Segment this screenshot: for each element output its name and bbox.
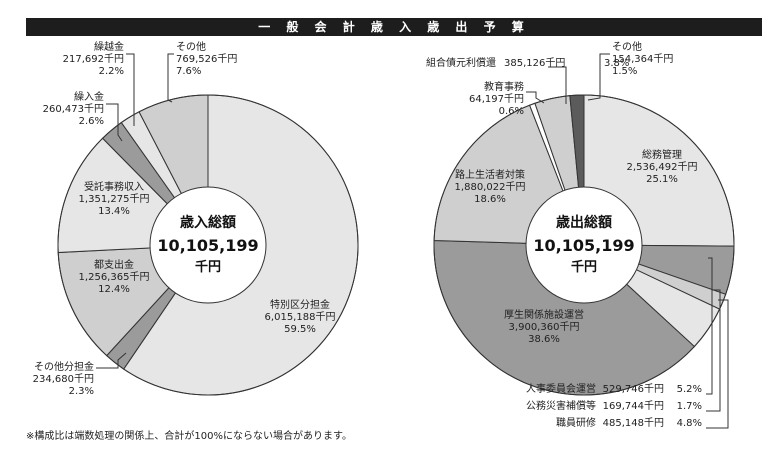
label-expenditure-7-leader bbox=[548, 66, 567, 104]
label-expenditure-1-share: 5.2% bbox=[677, 384, 702, 395]
label-revenue-5-leader bbox=[126, 53, 135, 126]
center-label-0: 歳出総額 bbox=[556, 214, 612, 231]
label-revenue-1-amount: 234,680千円 bbox=[33, 373, 94, 385]
label-expenditure-0-amount: 2,536,492千円 bbox=[627, 161, 698, 173]
label-revenue-1-name: その他分担金 bbox=[34, 360, 94, 373]
label-revenue-6-amount: 769,526千円 bbox=[176, 53, 237, 65]
label-revenue-4-name: 繰入金 bbox=[74, 90, 104, 103]
pie-center-hole bbox=[149, 186, 267, 304]
label-revenue-0-amount: 6,015,188千円 bbox=[265, 311, 336, 323]
label-revenue-3-share: 13.4% bbox=[98, 206, 130, 217]
label-expenditure-7-amount: 385,126千円 bbox=[504, 57, 565, 69]
label-revenue-2-name: 都支出金 bbox=[94, 258, 134, 271]
label-expenditure-5-name: 路上生活者対策 bbox=[455, 168, 525, 181]
label-expenditure-0-name: 総務管理 bbox=[642, 148, 682, 161]
center-label-1: 10,105,199 bbox=[157, 236, 258, 255]
label-expenditure-1-name: 人事委員会運営 bbox=[526, 382, 596, 395]
page-title: 一 般 会 計 歳 入 歳 出 予 算 bbox=[258, 20, 530, 34]
label-revenue-1-leader bbox=[96, 352, 127, 369]
label-revenue-5-name: 繰越金 bbox=[94, 40, 124, 53]
label-expenditure-8-amount: 154,364千円 bbox=[612, 53, 673, 65]
label-revenue-5-amount: 217,692千円 bbox=[63, 53, 124, 65]
label-revenue-0-share: 59.5% bbox=[284, 324, 316, 335]
revenue-pie-chart: 歳入総額 10,105,199 千円 bbox=[57, 94, 359, 396]
label-revenue-2-amount: 1,256,365千円 bbox=[79, 271, 150, 283]
label-expenditure-6-share: 0.6% bbox=[499, 106, 524, 117]
label-revenue-6-name: その他 bbox=[176, 40, 206, 53]
expenditure-pie-chart: 歳出総額 10,105,199 千円 bbox=[433, 94, 735, 396]
pie-center-hole bbox=[525, 186, 643, 304]
label-expenditure-5-amount: 1,880,022千円 bbox=[455, 181, 526, 193]
center-label-2: 千円 bbox=[571, 259, 597, 275]
label-expenditure-3-amount: 485,148千円 bbox=[603, 417, 664, 429]
title-banner: 一 般 会 計 歳 入 歳 出 予 算 bbox=[26, 18, 762, 36]
label-expenditure-7-name: 組合債元利償還 bbox=[426, 56, 496, 69]
label-expenditure-2-amount: 169,744千円 bbox=[603, 400, 664, 412]
label-revenue-0-name: 特別区分担金 bbox=[270, 298, 330, 311]
label-revenue-6-leader bbox=[167, 53, 174, 103]
pie-outline bbox=[433, 94, 735, 396]
label-revenue-5-share: 2.2% bbox=[99, 66, 124, 77]
label-expenditure-3-leader bbox=[706, 299, 729, 429]
label-revenue-4-amount: 260,473千円 bbox=[43, 103, 104, 115]
label-revenue-3-amount: 1,351,275千円 bbox=[79, 193, 150, 205]
label-expenditure-2-share: 1.7% bbox=[677, 401, 702, 412]
label-revenue-3-name: 受託事務収入 bbox=[84, 180, 144, 193]
center-label-2: 千円 bbox=[195, 259, 221, 275]
label-expenditure-2-leader bbox=[706, 289, 721, 412]
label-expenditure-0-share: 25.1% bbox=[646, 174, 678, 185]
label-expenditure-5-share: 18.6% bbox=[474, 194, 506, 205]
label-expenditure-7-share: 3.8% bbox=[604, 58, 629, 69]
label-expenditure-3-name: 職員研修 bbox=[556, 416, 596, 429]
label-expenditure-3-share: 4.8% bbox=[677, 418, 702, 429]
label-revenue-4-leader bbox=[106, 103, 123, 142]
label-revenue-4-share: 2.6% bbox=[79, 116, 104, 127]
footnote: ※構成比は端数処理の関係上、合計が100%にならない場合があります。 bbox=[26, 431, 352, 442]
label-revenue-1-share: 2.3% bbox=[69, 386, 94, 397]
label-expenditure-6-amount: 64,197千円 bbox=[469, 93, 524, 105]
label-expenditure-1-leader bbox=[706, 257, 713, 395]
label-expenditure-1-amount: 529,746千円 bbox=[603, 383, 664, 395]
label-expenditure-8-leader bbox=[587, 53, 610, 101]
pie-outline bbox=[57, 94, 359, 396]
label-expenditure-8-name: その他 bbox=[612, 40, 642, 53]
leader-lines bbox=[96, 53, 729, 429]
label-revenue-2-share: 12.4% bbox=[98, 284, 130, 295]
label-expenditure-2-name: 公務災害補償等 bbox=[526, 399, 596, 412]
label-revenue-6-share: 7.6% bbox=[176, 66, 201, 77]
label-expenditure-8-share: 1.5% bbox=[612, 66, 637, 77]
label-expenditure-4-name: 厚生関係施設運営 bbox=[504, 308, 584, 321]
label-expenditure-6-name: 教育事務 bbox=[484, 80, 524, 93]
label-expenditure-4-amount: 3,900,360千円 bbox=[509, 321, 580, 333]
label-expenditure-4-share: 38.6% bbox=[528, 334, 560, 345]
label-expenditure-6-leader bbox=[526, 91, 545, 104]
center-label-0: 歳入総額 bbox=[180, 214, 236, 231]
center-label-1: 10,105,199 bbox=[533, 236, 634, 255]
